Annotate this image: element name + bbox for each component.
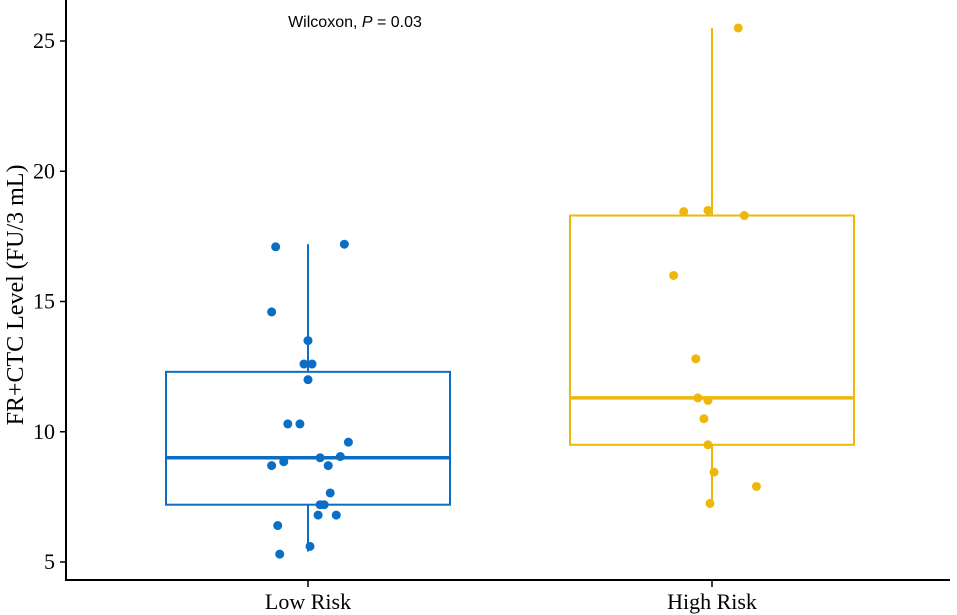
data-point	[679, 207, 689, 217]
x-axis: Low Risk High Risk	[65, 579, 950, 614]
y-axis: 5 10 15 20 25 FR+CTC Level (FU/3 mL)	[3, 0, 67, 580]
data-point	[693, 393, 703, 403]
data-point	[267, 307, 277, 317]
box-group-high-risk	[569, 23, 855, 508]
y-tick-label: 20	[33, 158, 55, 183]
data-point	[703, 205, 713, 215]
iqr-box	[569, 214, 855, 446]
data-point	[307, 359, 317, 369]
data-point	[315, 453, 325, 463]
data-point	[709, 467, 719, 477]
data-point	[705, 498, 715, 508]
data-point	[343, 437, 353, 447]
data-point	[699, 414, 709, 424]
data-point	[283, 419, 293, 429]
data-point	[295, 419, 305, 429]
x-ticks: Low Risk High Risk	[265, 580, 757, 614]
x-tick-label: High Risk	[667, 589, 757, 614]
wilcoxon-annotation: Wilcoxon, P = 0.03	[288, 14, 422, 31]
data-point	[267, 461, 277, 471]
x-tick-label: Low Risk	[265, 589, 351, 614]
data-point	[319, 500, 329, 510]
data-point	[323, 461, 333, 471]
data-point	[271, 242, 281, 252]
annotation-stat-value: = 0.03	[373, 14, 422, 31]
data-point	[303, 375, 313, 385]
data-point	[275, 549, 285, 559]
data-point	[313, 510, 323, 520]
y-tick-label: 25	[33, 28, 55, 53]
data-point	[691, 354, 701, 364]
box-group-low-risk	[165, 239, 451, 559]
data-point	[335, 451, 345, 461]
data-point	[273, 521, 283, 531]
y-axis-title: FR+CTC Level (FU/3 mL)	[3, 165, 29, 426]
data-point	[325, 488, 335, 498]
data-point	[339, 239, 349, 249]
data-point	[703, 395, 713, 405]
annotation-prefix: Wilcoxon,	[288, 14, 362, 31]
y-tick-label: 15	[33, 289, 55, 314]
data-point	[739, 211, 749, 221]
data-point	[751, 481, 761, 491]
data-point	[733, 23, 743, 33]
data-point	[303, 336, 313, 346]
data-point	[331, 510, 341, 520]
y-ticks: 5 10 15 20 25	[33, 28, 66, 574]
y-tick-label: 5	[44, 549, 55, 574]
data-point	[669, 270, 679, 280]
plot-area	[165, 23, 855, 559]
annotation-stat-symbol: P	[362, 14, 373, 31]
data-point	[703, 440, 713, 450]
data-point	[279, 457, 289, 467]
data-point	[299, 359, 309, 369]
data-point	[305, 541, 315, 551]
y-tick-label: 10	[33, 419, 55, 444]
iqr-box	[165, 370, 451, 506]
